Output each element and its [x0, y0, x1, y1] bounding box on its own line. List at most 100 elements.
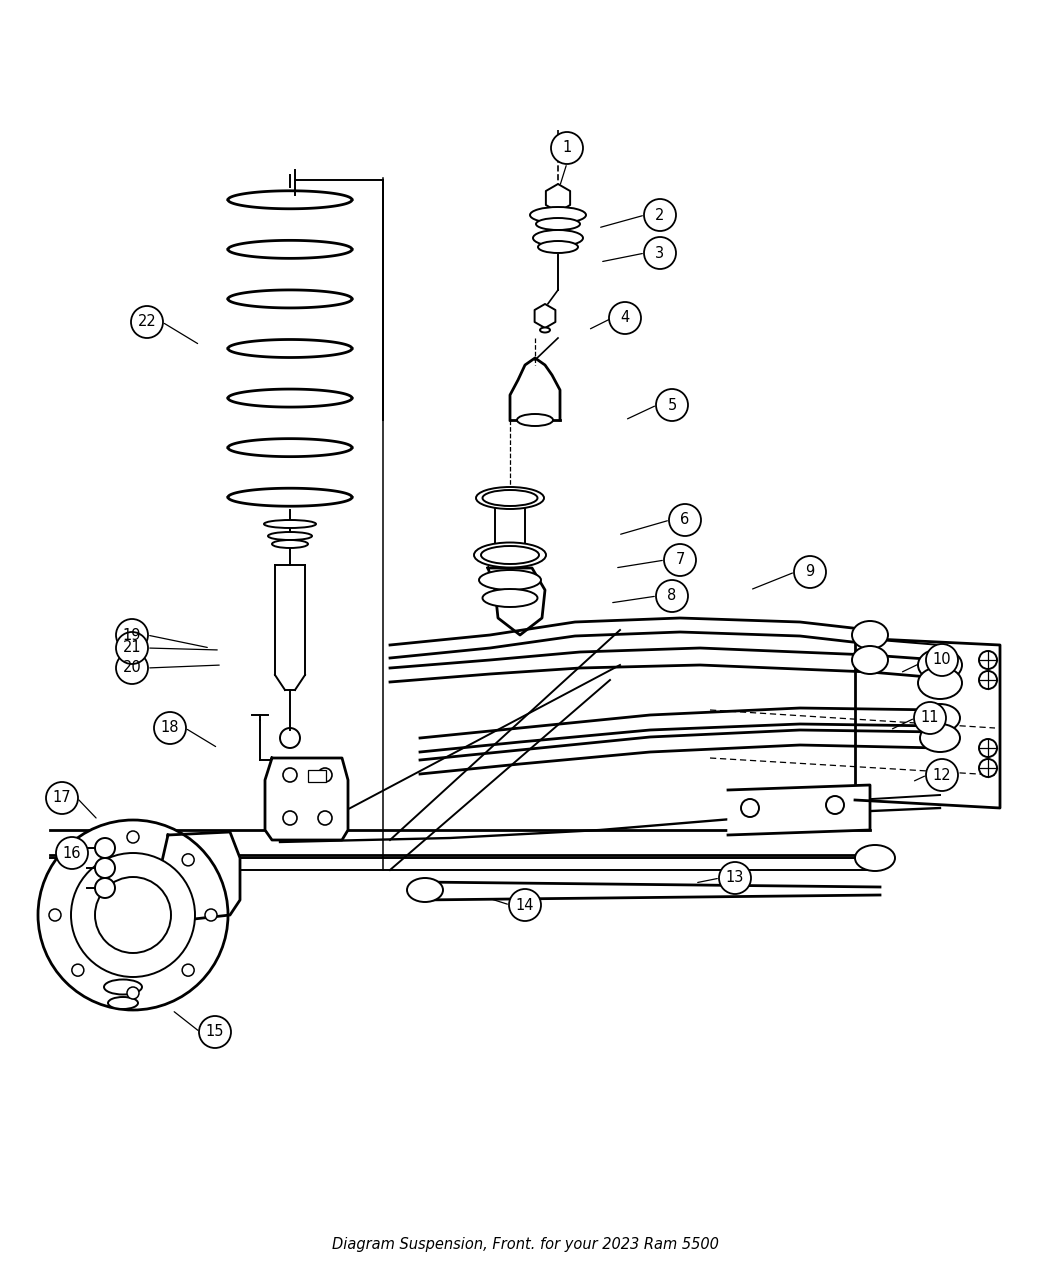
Circle shape — [182, 854, 194, 866]
Circle shape — [509, 889, 541, 921]
Circle shape — [38, 820, 228, 1010]
Circle shape — [551, 133, 583, 164]
Circle shape — [205, 909, 217, 921]
Ellipse shape — [536, 218, 580, 229]
Text: 2: 2 — [655, 208, 665, 223]
Text: 22: 22 — [138, 315, 156, 329]
Polygon shape — [160, 833, 240, 921]
Ellipse shape — [920, 724, 960, 752]
Polygon shape — [534, 303, 555, 328]
Text: 20: 20 — [123, 660, 142, 676]
Circle shape — [979, 652, 997, 669]
Ellipse shape — [481, 546, 539, 564]
Circle shape — [284, 768, 297, 782]
Circle shape — [94, 858, 116, 878]
Circle shape — [979, 759, 997, 776]
Circle shape — [794, 556, 826, 588]
Circle shape — [56, 836, 88, 870]
Circle shape — [914, 703, 946, 734]
Text: 5: 5 — [668, 398, 676, 413]
Circle shape — [609, 302, 640, 334]
Ellipse shape — [483, 589, 538, 607]
Text: 14: 14 — [516, 898, 534, 913]
Circle shape — [116, 632, 148, 664]
Circle shape — [656, 389, 688, 421]
Ellipse shape — [538, 241, 578, 252]
Circle shape — [979, 671, 997, 688]
Ellipse shape — [479, 570, 541, 590]
Text: 12: 12 — [932, 768, 951, 783]
Text: 8: 8 — [668, 589, 676, 603]
Circle shape — [71, 964, 84, 977]
Circle shape — [182, 964, 194, 977]
Ellipse shape — [108, 997, 138, 1009]
Text: 15: 15 — [206, 1025, 225, 1039]
Bar — [308, 770, 326, 782]
Circle shape — [719, 862, 751, 894]
Ellipse shape — [530, 207, 586, 223]
Ellipse shape — [852, 646, 888, 674]
Circle shape — [200, 1016, 231, 1048]
Ellipse shape — [540, 328, 550, 333]
Text: 1: 1 — [563, 140, 571, 156]
Text: 7: 7 — [675, 552, 685, 567]
Ellipse shape — [517, 414, 553, 426]
Circle shape — [284, 811, 297, 825]
Ellipse shape — [918, 667, 962, 699]
Circle shape — [318, 768, 332, 782]
Circle shape — [826, 796, 844, 813]
Text: 21: 21 — [123, 640, 142, 655]
Text: Diagram Suspension, Front. for your 2023 Ram 5500: Diagram Suspension, Front. for your 2023… — [332, 1238, 718, 1252]
Circle shape — [94, 877, 171, 952]
Ellipse shape — [533, 230, 583, 246]
Text: 4: 4 — [621, 311, 630, 325]
Ellipse shape — [476, 487, 544, 509]
Ellipse shape — [852, 621, 888, 649]
Ellipse shape — [920, 704, 960, 732]
Text: 16: 16 — [63, 845, 81, 861]
Circle shape — [656, 580, 688, 612]
Ellipse shape — [407, 878, 443, 901]
Circle shape — [644, 199, 676, 231]
Circle shape — [741, 799, 759, 817]
Polygon shape — [728, 785, 870, 835]
Circle shape — [71, 854, 84, 866]
Ellipse shape — [104, 979, 142, 995]
Circle shape — [669, 504, 701, 536]
Text: 19: 19 — [123, 627, 142, 643]
Text: 9: 9 — [805, 565, 815, 580]
Circle shape — [127, 987, 139, 1000]
Circle shape — [94, 878, 116, 898]
Circle shape — [154, 711, 186, 745]
Text: 3: 3 — [655, 246, 665, 260]
Circle shape — [46, 782, 78, 813]
Text: 6: 6 — [680, 513, 690, 528]
Circle shape — [926, 644, 958, 676]
Circle shape — [926, 759, 958, 790]
Polygon shape — [546, 184, 570, 212]
Ellipse shape — [272, 541, 308, 548]
Polygon shape — [488, 567, 545, 635]
Circle shape — [318, 811, 332, 825]
Circle shape — [664, 544, 696, 576]
Circle shape — [71, 853, 195, 977]
Ellipse shape — [264, 520, 316, 528]
Circle shape — [116, 652, 148, 683]
Ellipse shape — [268, 532, 312, 541]
Circle shape — [116, 618, 148, 652]
Circle shape — [127, 831, 139, 843]
Ellipse shape — [483, 490, 538, 506]
Text: 10: 10 — [932, 653, 951, 668]
Circle shape — [131, 306, 163, 338]
Ellipse shape — [474, 542, 546, 567]
Circle shape — [979, 740, 997, 757]
Text: 17: 17 — [52, 790, 71, 806]
Ellipse shape — [918, 649, 962, 681]
Text: 11: 11 — [921, 710, 940, 725]
Circle shape — [94, 838, 116, 858]
Circle shape — [644, 237, 676, 269]
Ellipse shape — [855, 845, 895, 871]
Text: 18: 18 — [161, 720, 180, 736]
Circle shape — [49, 909, 61, 921]
Text: 13: 13 — [726, 871, 744, 886]
